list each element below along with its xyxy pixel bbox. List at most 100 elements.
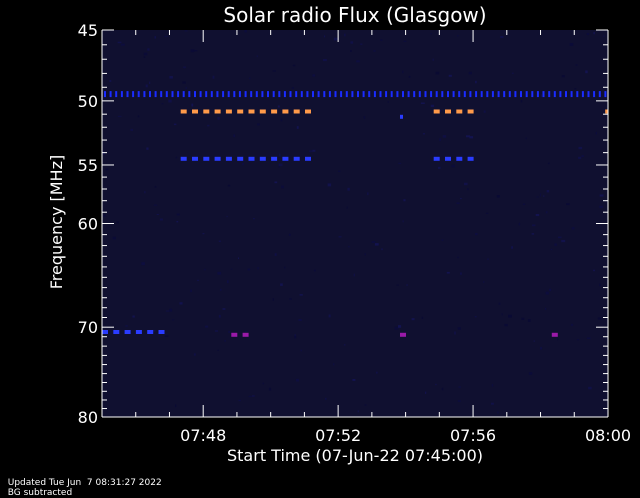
dot-mark <box>593 91 596 98</box>
dot-mark <box>435 91 438 98</box>
noise-streak <box>346 206 348 209</box>
noise-streak <box>184 30 188 32</box>
noise-streak <box>298 319 302 321</box>
noise-streak <box>448 74 452 77</box>
noise-streak <box>333 37 338 41</box>
noise-streak <box>272 70 276 72</box>
noise-streak <box>402 220 404 223</box>
dash-mark <box>180 109 187 114</box>
noise-streak <box>483 281 485 283</box>
dot-mark <box>604 91 607 98</box>
noise-streak <box>491 402 494 405</box>
noise-streak <box>566 203 570 206</box>
noise-streak <box>238 399 241 402</box>
dash-mark <box>282 156 289 161</box>
noise-streak <box>561 239 566 243</box>
dot-mark <box>300 91 303 98</box>
noise-streak <box>212 75 215 79</box>
dot-mark <box>104 91 106 98</box>
noise-streak <box>557 338 559 341</box>
noise-streak <box>205 325 209 328</box>
dash-mark <box>124 330 131 334</box>
noise-streak <box>228 330 230 333</box>
noise-streak <box>207 124 210 127</box>
noise-streak <box>130 128 133 131</box>
dot-mark <box>115 91 118 98</box>
noise-streak <box>343 344 346 346</box>
noise-streak <box>474 316 477 318</box>
dash-mark <box>456 109 463 114</box>
dot-mark <box>463 91 466 98</box>
noise-streak <box>374 243 379 246</box>
noise-streak <box>408 75 411 78</box>
noise-streak <box>169 76 173 79</box>
dash-mark <box>271 156 278 161</box>
noise-streak <box>268 387 272 391</box>
noise-streak <box>593 269 595 272</box>
dot-mark <box>328 91 331 98</box>
y-tick-label: 45 <box>78 21 98 40</box>
dash-mark <box>271 109 278 114</box>
noise-streak <box>595 131 597 135</box>
noise-streak <box>403 199 406 202</box>
chart-title: Solar radio Flux (Glasgow) <box>223 3 486 27</box>
dot-mark <box>238 91 241 98</box>
noise-streak <box>190 289 192 293</box>
y-tick-label: 80 <box>78 408 98 427</box>
noise-streak <box>373 50 376 52</box>
dot-mark <box>222 91 225 98</box>
noise-streak <box>291 87 294 89</box>
noise-streak <box>217 271 222 275</box>
dot-mark <box>194 91 196 98</box>
dot-mark <box>542 91 545 98</box>
noise-streak <box>387 101 389 103</box>
noise-streak <box>141 262 145 266</box>
noise-streak <box>244 30 247 33</box>
noise-streak <box>193 353 196 356</box>
noise-streak <box>185 87 187 89</box>
noise-streak <box>284 266 286 269</box>
dot-mark <box>362 91 365 98</box>
dot-mark <box>525 91 528 98</box>
noise-streak <box>464 182 468 186</box>
y-axis-label: Frequency [MHz] <box>47 155 66 289</box>
dash-mark <box>293 109 300 114</box>
dot-mark <box>143 91 146 98</box>
noise-streak <box>497 411 499 414</box>
noise-streak <box>218 240 221 242</box>
noise-streak <box>156 214 159 215</box>
noise-streak <box>430 104 435 108</box>
noise-streak <box>277 105 280 108</box>
dot-mark <box>565 91 567 98</box>
x-tick-label: 07:56 <box>450 426 496 445</box>
dot-mark <box>373 91 376 98</box>
noise-streak <box>364 404 367 406</box>
noise-streak <box>518 222 521 226</box>
dash-mark <box>214 156 221 161</box>
noise-streak <box>360 43 363 45</box>
dot-mark <box>508 91 511 98</box>
noise-streak <box>422 133 425 135</box>
noise-streak <box>441 239 444 241</box>
noise-streak <box>357 410 359 413</box>
noise-streak <box>511 72 514 74</box>
dot-mark <box>312 91 314 98</box>
noise-streak <box>323 59 327 62</box>
noise-streak <box>165 310 170 312</box>
noise-streak <box>532 224 536 227</box>
dot-mark <box>323 91 326 98</box>
noise-streak <box>525 137 527 140</box>
noise-streak <box>451 164 455 168</box>
dot-mark <box>514 91 517 98</box>
noise-streak <box>226 215 228 218</box>
noise-streak <box>125 325 128 327</box>
background-note: BG subtracted <box>7 488 73 498</box>
noise-streak <box>272 298 274 301</box>
noise-streak <box>558 236 562 239</box>
noise-streak <box>172 319 175 321</box>
dot-mark <box>334 91 337 98</box>
dash-mark <box>248 156 255 161</box>
noise-streak <box>353 273 355 277</box>
dash-mark <box>135 330 142 334</box>
dot-mark <box>447 91 449 98</box>
